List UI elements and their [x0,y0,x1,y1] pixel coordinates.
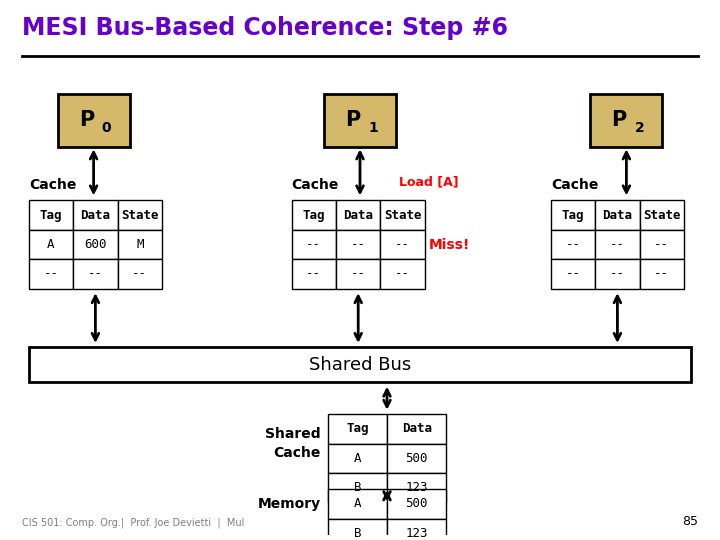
FancyBboxPatch shape [380,230,425,259]
FancyBboxPatch shape [387,414,446,444]
Text: --: -- [654,267,670,280]
FancyBboxPatch shape [117,259,162,289]
Text: P: P [345,110,361,130]
Text: Data: Data [81,208,110,221]
Text: --: -- [351,238,366,251]
Text: --: -- [43,267,58,280]
Text: Miss!: Miss! [428,238,469,252]
Text: --: -- [306,267,321,280]
Text: Data: Data [402,422,432,435]
FancyBboxPatch shape [324,93,396,147]
FancyBboxPatch shape [595,259,639,289]
FancyBboxPatch shape [292,230,336,259]
Text: --: -- [654,238,670,251]
Text: B: B [354,526,361,539]
FancyBboxPatch shape [380,200,425,230]
Text: 0: 0 [102,121,112,135]
Text: Data: Data [343,208,373,221]
Text: Cache: Cache [292,178,339,192]
Text: --: -- [306,238,321,251]
FancyBboxPatch shape [387,518,446,540]
Text: P: P [611,110,627,130]
FancyBboxPatch shape [73,259,117,289]
FancyBboxPatch shape [29,230,73,259]
Text: --: -- [610,267,625,280]
Text: 600: 600 [84,238,107,251]
Text: --: -- [610,238,625,251]
Text: State: State [643,208,680,221]
Text: State: State [384,208,421,221]
Text: 123: 123 [405,481,428,494]
FancyBboxPatch shape [292,200,336,230]
FancyBboxPatch shape [639,230,684,259]
FancyBboxPatch shape [380,259,425,289]
Text: Load [A]: Load [A] [399,176,458,188]
FancyBboxPatch shape [73,230,117,259]
Text: --: -- [395,267,410,280]
FancyBboxPatch shape [328,518,387,540]
FancyBboxPatch shape [328,414,387,444]
Text: Data: Data [603,208,632,221]
Text: --: -- [565,267,580,280]
FancyBboxPatch shape [551,200,595,230]
Text: Shared Bus: Shared Bus [309,356,411,374]
Text: State: State [121,208,158,221]
FancyBboxPatch shape [387,444,446,473]
Text: 1: 1 [368,121,378,135]
Text: A: A [354,452,361,465]
FancyBboxPatch shape [29,347,691,382]
Text: B: B [354,481,361,494]
FancyBboxPatch shape [336,259,380,289]
FancyBboxPatch shape [328,489,387,518]
Text: Cache: Cache [29,178,76,192]
FancyBboxPatch shape [551,230,595,259]
Text: Tag: Tag [302,208,325,221]
Text: --: -- [565,238,580,251]
Text: --: -- [132,267,148,280]
Text: M: M [136,238,143,251]
FancyBboxPatch shape [336,200,380,230]
Text: Cache: Cache [551,178,598,192]
Text: MESI Bus-Based Coherence: Step #6: MESI Bus-Based Coherence: Step #6 [22,16,508,40]
Text: 500: 500 [405,452,428,465]
Text: CIS 501: Comp. Org.|  Prof. Joe Devietti  |  Mul: CIS 501: Comp. Org.| Prof. Joe Devietti … [22,518,244,528]
Text: Tag: Tag [562,208,584,221]
FancyBboxPatch shape [595,200,639,230]
FancyBboxPatch shape [29,259,73,289]
Text: 2: 2 [634,121,644,135]
FancyBboxPatch shape [292,259,336,289]
FancyBboxPatch shape [639,259,684,289]
Text: --: -- [351,267,366,280]
Text: Tag: Tag [40,208,62,221]
FancyBboxPatch shape [73,200,117,230]
FancyBboxPatch shape [551,259,595,289]
Text: 85: 85 [683,515,698,528]
Text: A: A [48,238,55,251]
Text: 500: 500 [405,497,428,510]
FancyBboxPatch shape [58,93,130,147]
Text: Shared
Cache: Shared Cache [265,428,320,460]
FancyBboxPatch shape [590,93,662,147]
FancyBboxPatch shape [29,200,73,230]
FancyBboxPatch shape [328,473,387,502]
FancyBboxPatch shape [387,473,446,502]
Text: 123: 123 [405,526,428,539]
Text: Memory: Memory [257,497,320,511]
FancyBboxPatch shape [117,200,162,230]
FancyBboxPatch shape [117,230,162,259]
FancyBboxPatch shape [387,489,446,518]
Text: --: -- [88,267,103,280]
FancyBboxPatch shape [336,230,380,259]
Text: A: A [354,497,361,510]
Text: P: P [78,110,94,130]
FancyBboxPatch shape [595,230,639,259]
FancyBboxPatch shape [328,444,387,473]
Text: Tag: Tag [346,422,369,435]
Text: --: -- [395,238,410,251]
FancyBboxPatch shape [639,200,684,230]
